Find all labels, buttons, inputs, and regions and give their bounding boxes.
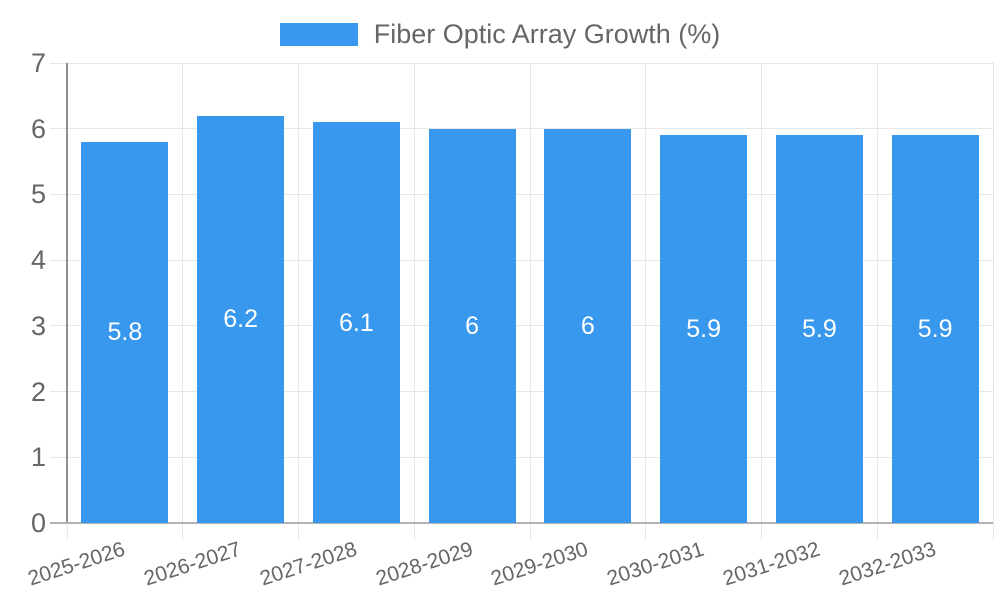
bar-value-label: 5.9	[917, 315, 953, 344]
legend-label[interactable]: Fiber Optic Array Growth (%)	[373, 19, 721, 49]
legend: Fiber Optic Array Growth (%)	[0, 21, 1000, 48]
x-axis-tick-label: 2025-2026	[25, 537, 129, 591]
x-axis-tick-label: 2030-2031	[604, 537, 708, 591]
x-axis-tick-label: 2032-2033	[835, 537, 939, 591]
y-axis-tick-label: 5	[30, 179, 46, 210]
bar-value-label: 5.9	[686, 315, 721, 344]
x-axis-tick-label: 2027-2028	[257, 537, 360, 591]
x-axis-tick-label: 2031-2032	[720, 537, 823, 591]
gridline-horizontal	[50, 325, 993, 327]
x-axis-tick-label: 2029-2030	[488, 537, 592, 591]
bar[interactable]	[428, 128, 516, 523]
gridline-vertical	[876, 63, 878, 540]
bar-value-label: 5.9	[801, 315, 837, 344]
bar-value-label: 5.8	[107, 318, 143, 347]
y-axis-line	[66, 63, 68, 523]
bar[interactable]	[891, 135, 979, 523]
y-axis-tick-label: 0	[30, 508, 46, 538]
gridline-horizontal	[50, 391, 993, 393]
y-axis-tick-label: 3	[30, 310, 46, 341]
gridline-horizontal	[50, 128, 993, 130]
gridline-vertical	[992, 63, 994, 540]
gridline-horizontal	[50, 456, 993, 458]
gridline-vertical	[182, 63, 184, 540]
gridline-vertical	[298, 63, 299, 540]
legend-swatch[interactable]	[279, 23, 358, 46]
gridline-vertical	[645, 63, 647, 540]
bar[interactable]	[197, 115, 285, 523]
bar[interactable]	[312, 122, 400, 523]
bar[interactable]	[81, 141, 169, 523]
bar-value-label: 6	[465, 311, 480, 340]
gridline-horizontal	[50, 259, 993, 261]
y-axis-tick-label: 2	[30, 376, 46, 407]
gridline-vertical	[761, 63, 762, 540]
y-axis-tick-label: 6	[30, 113, 46, 144]
x-axis-tick-label: 2028-2029	[372, 537, 476, 591]
gridline-vertical	[529, 63, 531, 540]
bar[interactable]	[660, 135, 748, 523]
y-axis-tick-label: 7	[30, 48, 46, 78]
y-axis-tick-label: 1	[30, 442, 46, 473]
bar[interactable]	[544, 128, 632, 523]
y-axis-tick-label: 4	[30, 245, 46, 276]
bar-value-label: 6.2	[223, 305, 258, 334]
x-axis-tick-label: 2026-2027	[141, 537, 245, 591]
gridline-horizontal	[50, 62, 993, 64]
bar[interactable]	[775, 135, 863, 523]
gridline-horizontal	[50, 193, 993, 195]
x-axis-line	[50, 522, 993, 524]
gridline-vertical	[413, 63, 415, 540]
bar-value-label: 6.1	[338, 308, 374, 337]
bar-value-label: 6	[580, 311, 595, 340]
